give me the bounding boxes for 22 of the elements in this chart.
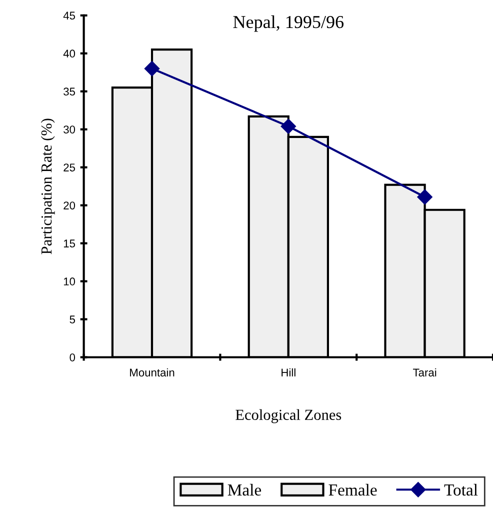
x-tick-label: Hill xyxy=(282,368,296,376)
x-axis-title: Ecological Zones xyxy=(236,409,342,424)
y-tick-label: 45 xyxy=(63,12,76,20)
y-tick-label: 30 xyxy=(64,126,76,134)
y-tick-label: 5 xyxy=(70,316,76,324)
x-tick-label: Tarai xyxy=(413,368,436,377)
x-tick-label: Mountain xyxy=(130,368,174,377)
y-tick-label: 40 xyxy=(63,50,76,58)
legend-label: Male xyxy=(228,484,262,496)
y-tick-label: 0 xyxy=(70,353,76,362)
legend-label: Total xyxy=(444,484,478,496)
y-tick-label: 15 xyxy=(64,240,76,248)
chart-title: Nepal, 1995/96 xyxy=(233,15,344,32)
point xyxy=(280,118,296,134)
point xyxy=(144,61,160,76)
legend-label: Female xyxy=(328,484,377,496)
y-tick-label: 20 xyxy=(64,202,76,210)
y-tick-label: 35 xyxy=(64,88,76,96)
y-tick-label: 25 xyxy=(64,164,76,172)
point xyxy=(417,189,432,205)
y-axis-title: Participation Rate (%) xyxy=(40,118,55,254)
y-tick-label: 10 xyxy=(64,278,76,286)
